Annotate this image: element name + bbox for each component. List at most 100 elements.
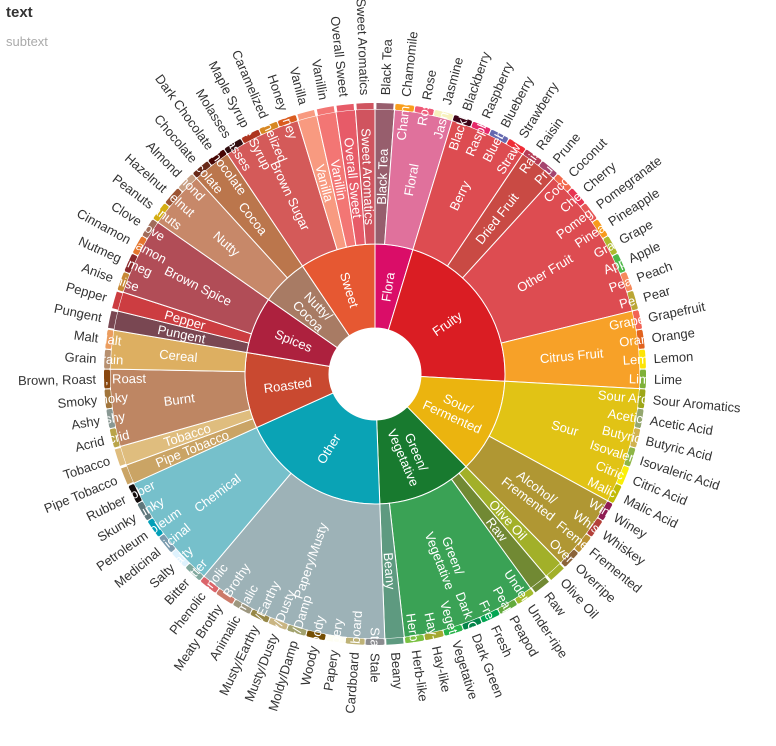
segment-ring-apple[interactable] — [612, 254, 626, 273]
segment-ring-orange[interactable] — [636, 330, 645, 349]
segment-ring-jasmine[interactable] — [434, 109, 453, 121]
segment-ring-vanillin[interactable] — [316, 106, 335, 116]
segment-ring-fremented[interactable] — [575, 534, 591, 552]
segment-ring-salty[interactable] — [172, 549, 189, 567]
segment-ring-blackberry[interactable] — [453, 115, 472, 127]
segment-ring-skunky[interactable] — [137, 502, 152, 520]
segment-ring-phenolic[interactable] — [201, 577, 219, 593]
segment-ring-moldy-damp[interactable] — [287, 624, 306, 636]
segment-ring-vegetative[interactable] — [444, 624, 463, 636]
outer-label-pungent: Pungent — [53, 301, 104, 326]
segment-ring-pomegranate[interactable] — [581, 203, 597, 222]
label-roasted: Roasted — [263, 375, 313, 396]
segment-ring-peapod[interactable] — [498, 600, 517, 614]
outer-label-vanillin: Vanillin — [309, 58, 331, 101]
outer-label-anise: Anise — [80, 260, 116, 285]
label-brown-roast: Brown, Roast — [68, 371, 147, 387]
label-sweet-aromatics: Sweet Aromatics — [358, 128, 377, 226]
segment-ring-dark-chocolate[interactable] — [208, 149, 227, 165]
segment-ring-strawberry[interactable] — [507, 139, 525, 154]
segment-ring-maple-syrup[interactable] — [242, 129, 261, 144]
segment-ring-almond[interactable] — [179, 174, 196, 191]
segment-ring-citric-acid[interactable] — [616, 466, 629, 485]
outer-label-vanilla: Vanilla — [287, 66, 311, 107]
segment-ring-overall-sweet[interactable] — [336, 103, 355, 112]
segment-ring-grape[interactable] — [603, 236, 617, 255]
segment-ring-animalic[interactable] — [233, 600, 252, 614]
segment-ring-winey[interactable] — [598, 502, 613, 520]
segment-ring-acetic-acid[interactable] — [634, 409, 644, 428]
segment-ring-olive-oil[interactable] — [547, 564, 564, 580]
segment-ring-peanuts[interactable] — [153, 203, 169, 222]
segment-ring-bitter[interactable] — [186, 564, 203, 580]
segment-ring-herb-like[interactable] — [405, 634, 424, 644]
segment-ring-sour-aromatics[interactable] — [637, 390, 646, 408]
segment-ring-raw[interactable] — [531, 577, 549, 593]
segment-ring-black-tea[interactable] — [376, 103, 394, 110]
segment-ring-whiskey[interactable] — [587, 518, 602, 537]
segment-ring-raspberry[interactable] — [472, 121, 491, 135]
segment-ring-coconut[interactable] — [554, 174, 571, 191]
segment-ring-chocolate[interactable] — [193, 161, 211, 178]
segment-ring-butyric-acid[interactable] — [630, 428, 641, 447]
label-acrid: Acrid — [99, 427, 131, 449]
segment-ring-musty-dusty[interactable] — [269, 617, 288, 630]
segment-ring-hazelnut[interactable] — [165, 188, 182, 206]
segment-ring-ashy[interactable] — [106, 409, 116, 428]
segment-ring-vanilla[interactable] — [297, 109, 316, 121]
segment-ring-nutmeg[interactable] — [124, 254, 138, 273]
segment-sweet-aromatics[interactable] — [354, 108, 376, 245]
segment-ring-musty-earthy[interactable] — [251, 609, 269, 623]
segment-ring-hay-like[interactable] — [425, 630, 443, 641]
segment-ring-acrid[interactable] — [109, 428, 120, 447]
segment-ring-papery[interactable] — [326, 634, 345, 644]
segment-ring-petroleum[interactable] — [148, 518, 163, 537]
segment-ring-honey[interactable] — [278, 115, 297, 127]
label-cereal: Cereal — [159, 347, 199, 365]
segment-ring-lemon[interactable] — [638, 350, 646, 368]
segment-ring-lime[interactable] — [639, 370, 646, 388]
segment-ring-woody[interactable] — [307, 630, 325, 641]
label-beany: Beany — [381, 552, 399, 590]
segment-ring-grapefruit[interactable] — [632, 310, 643, 329]
segment-ring-isovaleric-acid[interactable] — [624, 447, 636, 466]
segment-ring-clove[interactable] — [142, 219, 157, 238]
segment-ring-pepper[interactable] — [112, 291, 123, 310]
segment-ring-beany[interactable] — [386, 637, 404, 645]
segment-ring-malic-acid[interactable] — [608, 484, 622, 503]
segment-ring-rose[interactable] — [415, 106, 434, 116]
segment-ring-peach[interactable] — [620, 272, 633, 291]
segment-ring-chamomile[interactable] — [395, 103, 414, 112]
segment-ring-molasses[interactable] — [225, 139, 243, 154]
segment-ring-pear[interactable] — [627, 291, 638, 310]
segment-ring-caramelized[interactable] — [259, 121, 278, 135]
label-grain: Grain — [91, 351, 124, 368]
segment-ring-prune[interactable] — [539, 161, 557, 178]
segment-ring-sweet-aromatics[interactable] — [356, 103, 374, 110]
segment-ring-cardboard[interactable] — [346, 637, 364, 645]
segment-ring-rubber[interactable] — [128, 484, 142, 503]
segment-ring-smoky[interactable] — [104, 390, 113, 408]
segment-ring-pungent[interactable] — [107, 310, 118, 329]
segment-ring-raisin[interactable] — [523, 149, 542, 165]
segment-ring-pineapple[interactable] — [593, 219, 608, 238]
outer-label-hay-like: Hay-like — [429, 645, 454, 694]
segment-ring-medicinal[interactable] — [159, 534, 175, 552]
segment-ring-tobacco[interactable] — [114, 447, 126, 466]
segment-ring-blueberry[interactable] — [489, 129, 508, 144]
label-black-tea: Black Tea — [374, 148, 391, 205]
segment-ring-brown-roast[interactable] — [103, 370, 111, 388]
segment-ring-malt[interactable] — [105, 330, 114, 349]
segment-ring-under-ripe[interactable] — [515, 589, 534, 604]
segment-ring-cinnamon[interactable] — [133, 236, 147, 255]
segment-ring-stale[interactable] — [366, 638, 384, 646]
segment-ring-grain[interactable] — [104, 350, 112, 368]
segment-ring-meaty-brothy[interactable] — [216, 589, 235, 604]
segment-ring-cherry[interactable] — [568, 188, 585, 206]
segment-ring-fresh[interactable] — [481, 609, 499, 623]
segment-ring-overripe[interactable] — [561, 549, 578, 567]
outer-label-sour-aromatics: Sour Aromatics — [652, 392, 742, 415]
segment-ring-anise[interactable] — [117, 272, 130, 291]
segment-ring-pipe-tobacco[interactable] — [121, 466, 134, 485]
segment-ring-dark-green[interactable] — [462, 617, 481, 630]
